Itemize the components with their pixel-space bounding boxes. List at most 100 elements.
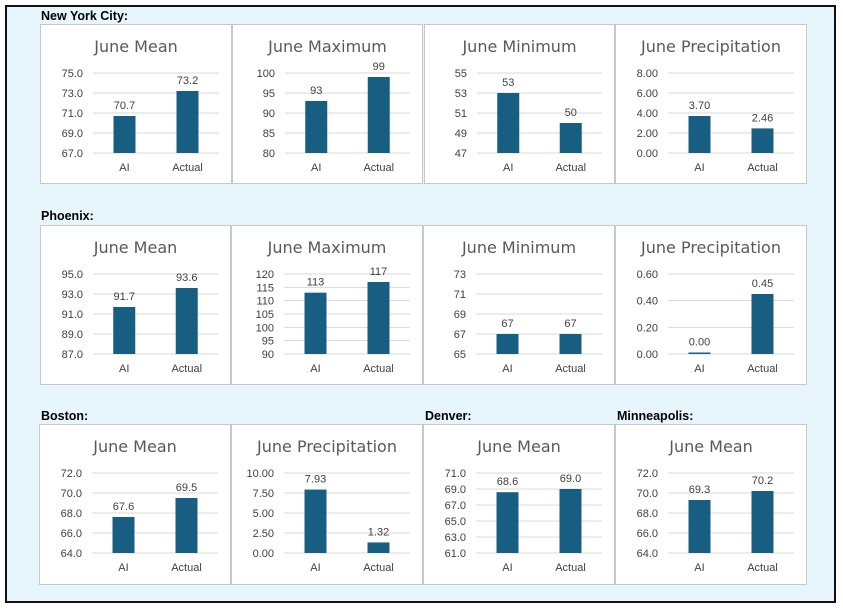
chart-title: June Mean	[669, 437, 753, 456]
section-label-nyc: New York City:	[41, 9, 129, 23]
y-tick-label: 64.0	[637, 548, 658, 560]
y-tick-label: 95	[263, 88, 275, 100]
y-tick-label: 72.0	[637, 468, 658, 480]
y-tick-label: 70.0	[61, 488, 82, 500]
y-tick-label: 0.40	[637, 296, 658, 308]
chart-svg-min-mean: 64.0 66.0 68.0 70.0 72.0 69.3 AI 70.2 Actual	[637, 468, 794, 574]
x-category-label: Actual	[172, 162, 203, 174]
chart-svg-den-mean: 61.0 63.0 65.0 67.0 69.0 71.0 68.6 AI 69.0 Actual	[445, 468, 602, 574]
chart-panel-bos-mean: June Mean 64.0 66.0 68.0 70.0 72.0 67.6 AI 69.5…	[39, 424, 231, 585]
y-tick-label: 2.00	[637, 128, 658, 140]
y-tick-label: 49	[455, 128, 467, 140]
data-label: 3.70	[689, 100, 710, 112]
y-tick-label: 71.0	[62, 108, 83, 120]
y-tick-label: 75.0	[62, 68, 83, 80]
data-label: 1.32	[368, 526, 389, 538]
y-tick-label: 73	[454, 269, 466, 281]
y-tick-label: 61.0	[445, 548, 466, 560]
bar	[496, 492, 519, 553]
data-label: 99	[373, 61, 385, 73]
x-category-label: AI	[694, 363, 704, 375]
data-label: 69.5	[176, 482, 197, 494]
chart-panel-min-mean: June Mean 64.0 66.0 68.0 70.0 72.0 69.3 AI 70.2…	[615, 424, 807, 585]
y-tick-label: 8.00	[637, 68, 658, 80]
y-tick-label: 71	[454, 289, 466, 301]
x-category-label: Actual	[363, 562, 394, 574]
y-tick-label: 53	[455, 88, 467, 100]
data-label: 93	[310, 85, 322, 97]
chart-title: June Precipitation	[257, 437, 397, 456]
data-label: 2.46	[752, 112, 773, 124]
chart-panel-nyc-min: June Minimum 47 49 51 53 55 53 AI 50 Actual	[424, 24, 615, 184]
y-tick-label: 69.0	[445, 484, 466, 496]
y-tick-label: 80	[263, 148, 275, 160]
bar	[175, 288, 198, 354]
chart-svg-bos-precip: 0.00 2.50 5.00 7.50 10.00 7.93 AI 1.32 Actual	[246, 468, 410, 574]
data-label: 7.93	[305, 474, 326, 486]
bar	[112, 517, 135, 553]
chart-panel-phx-max: June Maximum 90 95 100 105 110 115 120 113 AI 117…	[231, 225, 423, 385]
y-tick-label: 67.0	[62, 148, 83, 160]
chart-panel-nyc-precip: June Precipitation 0.00 2.00 4.00 6.00 8.00 3…	[615, 24, 807, 184]
y-tick-label: 63.0	[445, 532, 466, 544]
chart-panel-phx-mean: June Mean 87.0 89.0 91.0 93.0 95.0 91.7 AI 93.6…	[40, 225, 231, 385]
bar	[113, 116, 136, 153]
y-tick-label: 51	[455, 108, 467, 120]
x-category-label: AI	[118, 562, 128, 574]
y-tick-label: 70.0	[637, 488, 658, 500]
bar	[305, 101, 328, 153]
bar	[688, 500, 711, 553]
data-label: 70.7	[114, 100, 135, 112]
y-tick-label: 0.60	[637, 269, 658, 281]
y-tick-label: 90	[262, 349, 274, 361]
data-label: 67	[501, 318, 513, 330]
y-tick-label: 110	[256, 296, 274, 308]
x-category-label: AI	[119, 162, 129, 174]
y-tick-label: 95.0	[62, 269, 83, 281]
data-label: 93.6	[176, 272, 197, 284]
y-tick-label: 87.0	[62, 349, 83, 361]
section-label-boston: Boston:	[41, 409, 89, 423]
y-tick-label: 68.0	[637, 508, 658, 520]
y-tick-label: 0.00	[253, 548, 274, 560]
bar	[367, 77, 390, 153]
chart-svg-phx-min: 65 67 69 71 73 67 AI 67 Actual	[454, 269, 602, 375]
bar	[751, 128, 774, 153]
chart-svg-nyc-min: 47 49 51 53 55 53 AI 50 Actual	[455, 68, 602, 174]
y-tick-label: 115	[256, 282, 274, 294]
chart-panel-phx-min: June Minimum 65 67 69 71 73 67 AI 67 Actual	[423, 225, 615, 385]
y-tick-label: 6.00	[637, 88, 658, 100]
y-tick-label: 0.00	[637, 349, 658, 361]
data-label: 67	[564, 318, 576, 330]
x-category-label: Actual	[747, 363, 778, 375]
data-label: 91.7	[114, 291, 135, 303]
bar	[113, 307, 136, 354]
bar	[497, 93, 520, 153]
chart-title: June Mean	[93, 238, 178, 257]
chart-svg-phx-mean: 87.0 89.0 91.0 93.0 95.0 91.7 AI 93.6 Actual	[62, 269, 218, 375]
x-category-label: Actual	[363, 162, 394, 174]
bar	[176, 91, 199, 153]
data-label: 117	[370, 266, 388, 278]
data-label: 53	[502, 77, 514, 89]
x-category-label: AI	[502, 363, 512, 375]
y-tick-label: 68.0	[61, 508, 82, 520]
y-tick-label: 2.50	[253, 528, 274, 540]
y-tick-label: 55	[455, 68, 467, 80]
chart-svg-bos-mean: 64.0 66.0 68.0 70.0 72.0 67.6 AI 69.5 Actual	[61, 468, 218, 574]
bar	[751, 491, 774, 553]
bar	[688, 352, 711, 354]
y-tick-label: 67.0	[445, 500, 466, 512]
chart-title: June Mean	[94, 37, 178, 56]
bar	[559, 334, 582, 354]
y-tick-label: 66.0	[637, 528, 658, 540]
chart-panel-nyc-mean: June Mean 67.0 69.0 71.0 73.0 75.0 70.7 AI 73.2…	[40, 24, 232, 184]
x-category-label: Actual	[555, 162, 586, 174]
data-label: 0.45	[752, 278, 773, 290]
chart-title: June Maximum	[268, 37, 387, 56]
y-tick-label: 89.0	[62, 329, 83, 341]
chart-svg-nyc-precip: 0.00 2.00 4.00 6.00 8.00 3.70 AI 2.46 Actual	[637, 68, 794, 174]
y-tick-label: 65	[454, 349, 466, 361]
y-tick-label: 5.00	[253, 508, 274, 520]
